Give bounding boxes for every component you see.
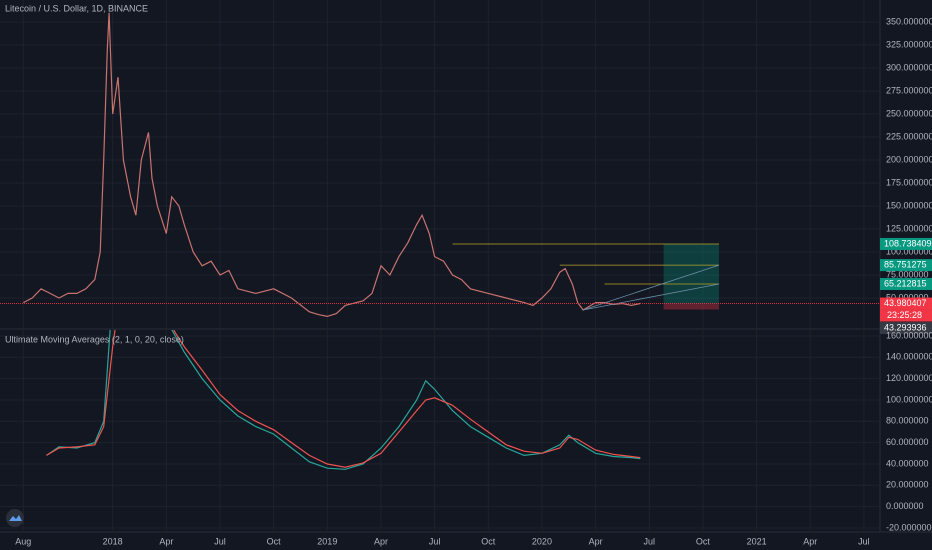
x-tick-label: Oct xyxy=(267,536,282,546)
price-label: 108.738409 xyxy=(884,238,932,248)
x-tick-label: Jul xyxy=(429,536,441,546)
x-tick-label: 2020 xyxy=(532,536,552,546)
y-tick-label: 100.000000 xyxy=(886,394,932,404)
profit-zone xyxy=(663,243,720,304)
y-tick-label: 80.000000 xyxy=(886,416,929,426)
price-label-box xyxy=(880,259,932,272)
y-tick-label: 250.000000 xyxy=(886,108,932,118)
x-tick-label: Aug xyxy=(15,536,31,546)
x-tick-label: Jul xyxy=(214,536,226,546)
price-label-box xyxy=(880,297,932,310)
y-tick-label: 120.000000 xyxy=(886,373,932,383)
price-label: 65.212815 xyxy=(884,278,927,288)
y-tick-label: 40.000000 xyxy=(886,458,929,468)
x-tick-label: 2018 xyxy=(103,536,123,546)
x-tick-label: Oct xyxy=(696,536,711,546)
y-tick-label: 300.000000 xyxy=(886,62,932,72)
y-tick-label: 140.000000 xyxy=(886,352,932,362)
price-label-box xyxy=(880,237,932,250)
logo-icon xyxy=(9,515,22,521)
price-label-box xyxy=(880,322,932,334)
x-tick-label: Apr xyxy=(589,536,603,546)
series-line xyxy=(46,330,641,470)
y-tick-label: 75.000000 xyxy=(886,269,929,279)
x-tick-label: Jul xyxy=(644,536,656,546)
y-tick-label: -20.000000 xyxy=(886,522,932,532)
channel-line xyxy=(582,264,720,311)
y-tick-label: 175.000000 xyxy=(886,177,932,187)
x-tick-label: Apr xyxy=(374,536,388,546)
price-label: 43.293936 xyxy=(884,322,927,332)
y-tick-label: 100.000000 xyxy=(886,246,932,256)
x-tick-label: Jul xyxy=(858,536,870,546)
y-tick-label: 200.000000 xyxy=(886,154,932,164)
price-label: 43.980407 xyxy=(884,298,927,308)
x-tick-label: 2019 xyxy=(317,536,337,546)
loss-zone xyxy=(663,303,720,310)
x-tick-label: Apr xyxy=(803,536,817,546)
y-tick-label: 50.000000 xyxy=(886,292,929,302)
y-tick-label: 0.000000 xyxy=(886,501,924,511)
y-tick-label: 325.000000 xyxy=(886,39,932,49)
countdown-box xyxy=(880,309,932,322)
x-tick-label: Oct xyxy=(481,536,496,546)
x-tick-label: 2021 xyxy=(747,536,767,546)
y-tick-label: 125.000000 xyxy=(886,223,932,233)
x-tick-label: Apr xyxy=(159,536,173,546)
countdown: 23:25:28 xyxy=(887,310,922,320)
price-label: 85.751275 xyxy=(884,259,927,269)
y-tick-label: 350.000000 xyxy=(886,16,932,26)
y-tick-label: 275.000000 xyxy=(886,85,932,95)
series-line xyxy=(46,330,641,468)
y-tick-label: 60.000000 xyxy=(886,437,929,447)
y-tick-label: 225.000000 xyxy=(886,131,932,141)
y-tick-label: 150.000000 xyxy=(886,200,932,210)
y-tick-label: 20.000000 xyxy=(886,480,929,490)
series-line xyxy=(23,12,641,318)
indicator-title: Ultimate Moving Averages (2, 1, 0, 20, c… xyxy=(5,334,184,344)
price-label-box xyxy=(880,278,932,291)
chart-title: Litecoin / U.S. Dollar, 1D, BINANCE xyxy=(5,3,148,13)
channel-line xyxy=(583,283,720,311)
y-tick-label: 160.000000 xyxy=(886,330,932,340)
